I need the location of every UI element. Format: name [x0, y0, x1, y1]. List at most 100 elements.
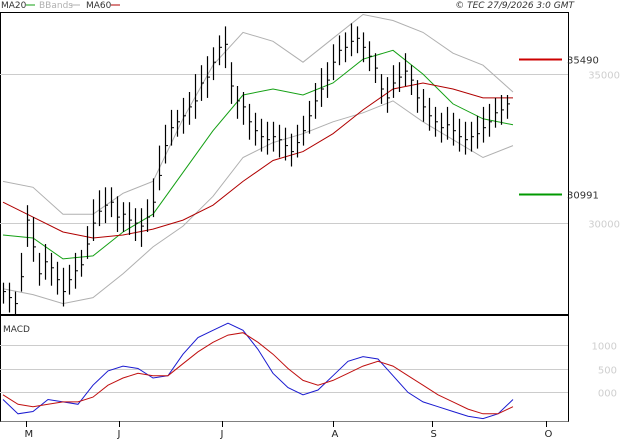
ohlc-bar: [494, 97, 498, 128]
ohlc-bar: [290, 133, 294, 167]
ohlc-bar: [86, 226, 90, 259]
ohlc-bar: [386, 77, 390, 113]
ohlc-bar: [140, 208, 144, 247]
ohlc-bar: [50, 252, 54, 286]
macd-lines: [2, 322, 514, 420]
ohlc-bar: [260, 118, 264, 152]
ohlc-bar: [122, 202, 126, 232]
ohlc-bar: [248, 103, 252, 140]
ohlc-bar: [80, 249, 84, 277]
resistance-level-label: 35490: [567, 56, 599, 67]
ohlc-bar: [32, 217, 36, 262]
ohlc-bar: [254, 112, 258, 146]
macd-y-tick-label: 1000: [592, 342, 617, 353]
support-level-label: 30991: [567, 191, 599, 202]
ohlc-bar: [44, 244, 48, 280]
copyright-text: © TEC 27/9/2026 3:0 GMT: [455, 1, 575, 11]
ohlc-bar: [176, 109, 180, 137]
ohlc-bar: [68, 264, 72, 295]
macd-line: [2, 322, 514, 420]
ohlc-bar: [314, 83, 318, 119]
ohlc-bar: [62, 267, 66, 307]
macd-y-tick-label: 000: [598, 389, 617, 400]
bband-upper-line: [2, 13, 514, 215]
ohlc-bar: [470, 121, 474, 152]
ohlc-bar: [230, 62, 234, 104]
bband-lower-line: [2, 100, 514, 305]
macd-grid: [0, 345, 568, 393]
ohlc-bar: [422, 89, 426, 122]
ohlc-bar: [200, 65, 204, 101]
ohlc-bar: [146, 199, 150, 232]
legend: MA20 BBands MA60: [1, 1, 120, 11]
ohlc-bar: [110, 187, 114, 218]
ohlc-bar: [92, 199, 96, 241]
ohlc-bar: [410, 65, 414, 95]
ohlc-bar: [350, 23, 354, 57]
ohlc-bar: [218, 35, 222, 66]
ohlc-bar: [380, 74, 384, 104]
ohlc-bar: [278, 124, 282, 158]
ohlc-bar: [26, 205, 30, 247]
ohlc-bar: [2, 282, 6, 304]
ohlc-bar: [152, 178, 156, 218]
ohlc-bar: [326, 62, 330, 98]
ohlc-bar: [134, 208, 138, 241]
ohlc-bar: [164, 124, 168, 164]
legend-ma20: MA20: [1, 1, 27, 11]
ohlc-bar: [236, 86, 240, 119]
ohlc-bar: [38, 252, 42, 286]
legend-ma60: MA60: [86, 1, 112, 11]
ohlc-bar: [374, 53, 378, 83]
ohlc-bar: [116, 196, 120, 232]
ohlc-bar: [242, 92, 246, 125]
ohlc-bar: [482, 106, 486, 143]
ohlc-bar: [452, 112, 456, 146]
ohlc-bar: [182, 97, 186, 134]
ohlc-bar: [398, 62, 402, 92]
ohlc-bar: [320, 68, 324, 107]
ohlc-bar: [104, 187, 108, 224]
ohlc-bar: [416, 80, 420, 113]
ohlc-bar: [128, 202, 132, 235]
ohlc-bar: [266, 121, 270, 155]
levels-group: 35490 30991: [519, 56, 599, 202]
ohlc-bar: [476, 115, 480, 149]
ohlc-bar: [362, 32, 366, 63]
x-tick-label: M: [25, 429, 34, 440]
ohlc-bar: [224, 26, 228, 69]
ohlc-bar: [506, 95, 510, 119]
ohlc-bar: [212, 47, 216, 81]
ohlc-bar: [296, 124, 300, 158]
ohlc-bar: [344, 32, 348, 63]
ohlc-bar: [272, 121, 276, 152]
ohlc-bar: [308, 100, 312, 134]
ohlc-bar: [434, 106, 438, 137]
x-tick-label: A: [332, 429, 339, 440]
ohlc-bars: [2, 23, 510, 314]
x-tick-label: O: [545, 429, 553, 440]
ohlc-bar: [14, 291, 18, 314]
ohlc-bar: [500, 95, 504, 125]
y-ticks: 30000 35000 1000 500 000: [588, 71, 620, 400]
signal-line: [2, 332, 514, 415]
ohlc-bar: [488, 103, 492, 137]
ohlc-bar: [464, 121, 468, 155]
ohlc-bar: [56, 261, 60, 295]
ohlc-bar: [8, 282, 12, 313]
ohlc-bar: [356, 26, 360, 54]
price-panel-frame: [0, 12, 569, 315]
ohlc-bar: [446, 106, 450, 140]
ohlc-bar: [332, 44, 336, 81]
ohlc-bar: [98, 190, 102, 227]
ohlc-bar: [20, 252, 24, 292]
ohlc-bar: [428, 97, 432, 131]
bbands-group: [2, 13, 514, 305]
ohlc-bar: [170, 109, 174, 146]
price-y-tick-label: 30000: [588, 220, 620, 231]
ohlc-bar: [74, 252, 78, 289]
ohlc-bar: [284, 127, 288, 161]
macd-panel-label: MACD: [3, 325, 30, 335]
